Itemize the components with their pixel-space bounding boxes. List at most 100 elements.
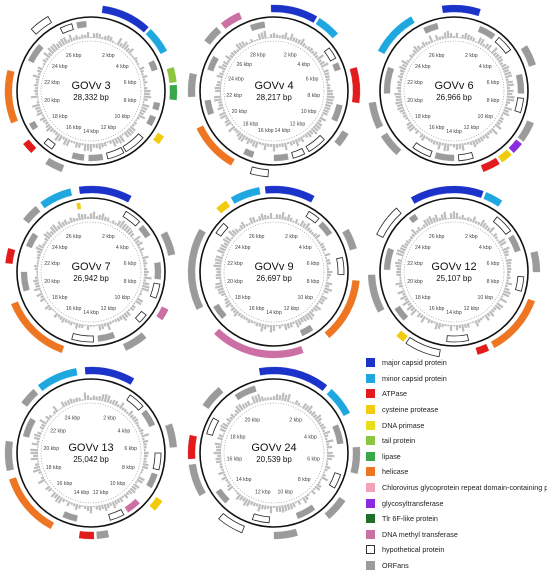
gene-orfans [96, 530, 110, 539]
gene-orfans [215, 488, 230, 504]
legend-item: ORFans [366, 558, 547, 573]
legend-swatch [366, 498, 375, 508]
gene-orfans [517, 120, 534, 142]
gene-orfans [350, 446, 361, 474]
scale-tick-label: 24 kbp [52, 64, 68, 70]
scale-tick-label: 2 kbp [102, 234, 115, 240]
scale-tick-label: 4 kbp [116, 64, 129, 70]
scale-tick-label: 16 kbp [66, 306, 82, 312]
scale-tick-label: 16 kbp [66, 125, 82, 131]
gene-glyco [508, 139, 522, 154]
gene-orfans [22, 417, 36, 438]
gene-orfans [408, 213, 419, 224]
gene-atpase [349, 67, 361, 104]
scale-tick-label: 4 kbp [297, 62, 310, 68]
gene-methyl [220, 12, 243, 29]
gene-orfans [62, 511, 78, 522]
scale-tick-label: 14 kbp [83, 129, 99, 135]
gene-atpase [480, 157, 500, 173]
gene-hypothetical [152, 452, 162, 471]
scale-tick-label: 22 kbp [44, 261, 60, 267]
gene-orfans [71, 152, 85, 161]
gene-hypothetical [305, 210, 320, 224]
legend-item: ATPase [366, 386, 547, 402]
gene-hypothetical [323, 47, 337, 62]
genome-size: 25,042 bp [73, 455, 109, 464]
gene-helicase [196, 125, 235, 166]
gene-orfans [508, 234, 521, 253]
gene-orfans [243, 148, 255, 158]
gene-orfans [332, 62, 341, 72]
gene-hypothetical [149, 282, 161, 299]
scale-tick-label: 8 kbp [487, 98, 500, 104]
gene-cysteine [76, 202, 82, 210]
scale-tick-label: 22 kbp [407, 261, 423, 267]
scale-tick-label: 10 kbp [301, 109, 317, 115]
genome-backbone [379, 197, 529, 347]
legend-label: Chlorovirus glycoprotein repeat domain-c… [382, 483, 547, 493]
gene-orfans [383, 247, 395, 270]
legend-label: major capsid protein [382, 358, 447, 368]
scale-tick-label: 14 kbp [446, 310, 462, 316]
gene-hypothetical [412, 142, 433, 158]
legend-item: DNA methyl transferase [366, 527, 547, 543]
gene-atpase [5, 248, 16, 264]
genome-name: GOVv 12 [431, 261, 476, 273]
legend-label: cysteine protease [382, 405, 439, 415]
gene-hypothetical [218, 512, 245, 534]
gene-orfans [234, 385, 257, 401]
gene-hypothetical [126, 394, 144, 411]
legend-swatch [366, 373, 375, 383]
gene-orfans [165, 423, 177, 448]
gene-orfans [273, 153, 289, 162]
gene-major_capsid [258, 366, 328, 391]
gene-minor_capsid [145, 28, 168, 55]
gene-hypothetical [514, 97, 525, 114]
legend-label: lipase [382, 451, 401, 461]
scale-tick-label: 18 kbp [415, 114, 431, 120]
gene-orfans [28, 120, 39, 131]
gene-orfans [88, 153, 104, 162]
legend-label: ORFans [382, 561, 409, 571]
gene-orfans [45, 157, 65, 173]
scale-tick-label: 10 kbp [114, 114, 130, 120]
scale-tick-label: 22 kbp [226, 93, 242, 99]
scale-tick-label: 2 kbp [289, 417, 302, 423]
gene-orfans [273, 528, 298, 540]
scale-ring [223, 402, 325, 504]
gene-helicase [4, 70, 18, 124]
legend-label: minor capsid protein [382, 373, 447, 383]
gene-hypothetical [336, 256, 345, 275]
gene-tail [166, 67, 177, 83]
gene-hypothetical [108, 508, 125, 521]
genome-backbone [199, 16, 349, 166]
scale-tick-label: 8 kbp [307, 93, 320, 99]
gene-cysteine [396, 330, 408, 342]
legend-item: Chlorovirus glycoprotein repeat domain-c… [366, 480, 547, 496]
gene-orfans [324, 496, 346, 520]
gene-cysteine [216, 200, 231, 214]
gene-orfans [213, 303, 227, 320]
scale-tick-label: 26 kbp [236, 62, 252, 68]
legend-item: lipase [366, 449, 547, 465]
gene-major_capsid [410, 185, 484, 204]
scale-ring [223, 40, 325, 142]
scale-tick-label: 4 kbp [118, 428, 131, 434]
legend-swatch [366, 514, 375, 524]
legend-label: helicase [382, 467, 409, 477]
legend-item: glycosyltransferase [366, 495, 547, 511]
scale-tick-label: 22 kbp [227, 261, 243, 267]
legend-swatch [366, 405, 375, 415]
gc-content-track [213, 30, 335, 152]
gene-orfans [295, 504, 316, 519]
gene-major_capsid [441, 4, 481, 17]
scale-tick-label: 10 kbp [477, 114, 493, 120]
gene-orfans [299, 324, 314, 337]
scale-tick-label: 6 kbp [487, 80, 500, 86]
gene-orfans [318, 221, 333, 237]
scale-tick-label: 14 kbp [236, 477, 252, 483]
scale-tick-label: 12 kbp [464, 306, 480, 312]
genome-size: 26,966 bp [436, 93, 472, 102]
